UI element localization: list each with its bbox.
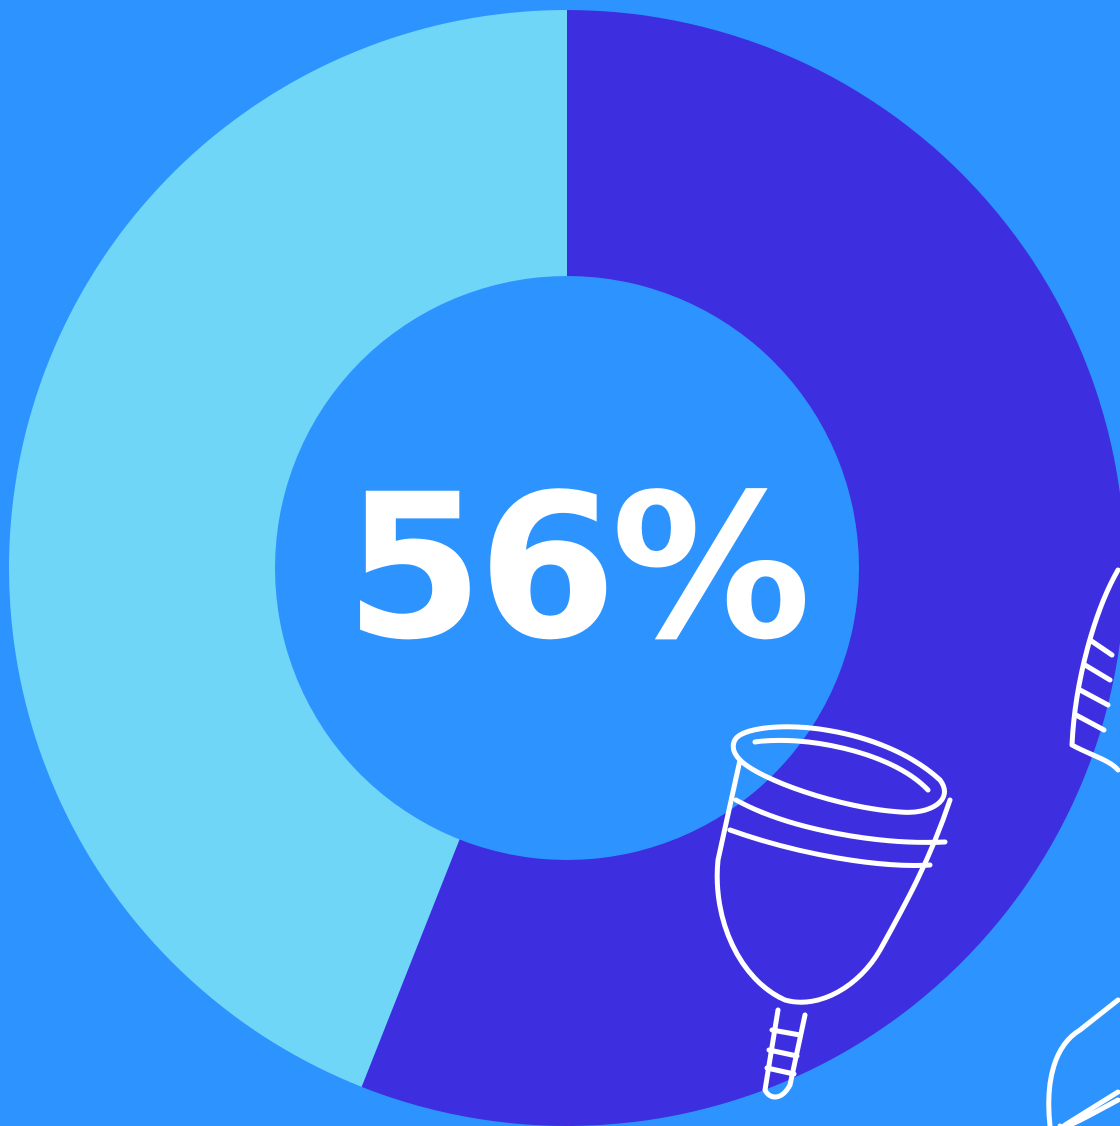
center-label: 56% [345,452,806,685]
donut-hole [275,276,859,860]
cup-doodle [714,724,953,1100]
right-doodle [1046,567,1120,1126]
